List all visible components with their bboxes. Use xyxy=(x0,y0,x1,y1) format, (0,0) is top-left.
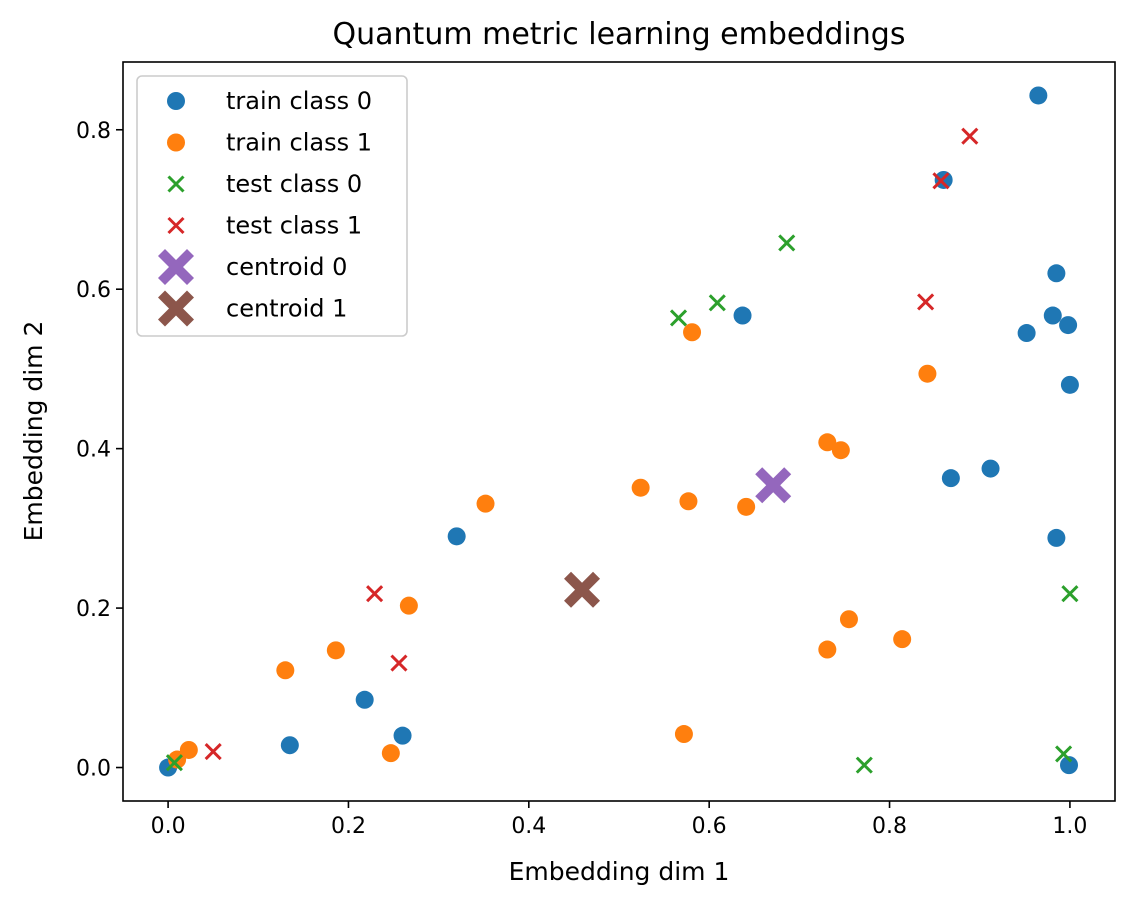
data-point xyxy=(1060,756,1079,775)
plot-frame xyxy=(122,61,1116,802)
axis-ticks: 0.0 0.2 0.4 0.6 0.8 1.0 0.0 0.2 0.4 0.6 0.8 xyxy=(76,119,1087,839)
legend: train class 0 train class 1 test class 0 te… xyxy=(136,75,408,337)
data-point xyxy=(366,585,384,603)
y-tick-label: 0.8 xyxy=(76,119,111,144)
data-point xyxy=(961,127,979,145)
data-point xyxy=(1043,306,1062,325)
data-point xyxy=(179,740,198,759)
data-point xyxy=(918,364,937,383)
y-tick-label: 0.2 xyxy=(76,597,111,622)
legend-marker xyxy=(167,133,185,152)
data-point xyxy=(917,293,935,311)
data-point xyxy=(932,172,950,190)
data-point xyxy=(831,441,850,460)
legend-label: test class 0 xyxy=(226,170,362,198)
data-point xyxy=(1061,585,1079,603)
legend-label: centroid 1 xyxy=(226,295,347,323)
data-point xyxy=(280,736,299,755)
legend-label: centroid 0 xyxy=(226,253,347,281)
data-point xyxy=(393,726,412,745)
data-point xyxy=(476,494,495,513)
data-point xyxy=(755,467,792,504)
data-point xyxy=(683,323,702,342)
data-point xyxy=(1029,86,1048,105)
data-point xyxy=(941,469,960,488)
legend-label: train class 1 xyxy=(226,129,372,157)
y-tick-label: 0.6 xyxy=(76,278,111,303)
data-point xyxy=(981,459,1000,478)
data-point xyxy=(818,640,837,659)
data-point xyxy=(326,641,345,660)
data-point xyxy=(204,743,222,761)
data-point xyxy=(276,661,295,680)
data-point xyxy=(1059,316,1078,335)
y-tick-label: 0.0 xyxy=(76,757,111,782)
data-points xyxy=(159,86,1079,777)
legend-marker xyxy=(158,249,194,285)
data-point xyxy=(399,596,418,615)
x-tick-label: 1.0 xyxy=(1052,814,1087,839)
legend-label: test class 1 xyxy=(226,212,362,240)
x-tick-label: 0.0 xyxy=(151,814,186,839)
data-point xyxy=(1055,745,1073,763)
data-point xyxy=(355,690,374,709)
data-point xyxy=(733,306,752,325)
data-point xyxy=(669,309,688,327)
data-point xyxy=(818,433,837,452)
data-point xyxy=(855,756,873,774)
data-point xyxy=(679,492,698,511)
data-point xyxy=(708,294,726,312)
data-point xyxy=(447,527,466,546)
data-point xyxy=(1017,324,1036,343)
data-point xyxy=(778,234,796,252)
data-point xyxy=(737,497,756,516)
x-tick-label: 0.4 xyxy=(511,814,546,839)
legend-marker xyxy=(167,216,185,235)
y-axis-label: Embedding dim 2 xyxy=(19,321,48,542)
data-point xyxy=(839,610,858,629)
x-axis-label: Embedding dim 1 xyxy=(509,857,730,886)
data-point xyxy=(893,630,912,649)
data-point xyxy=(165,754,183,772)
data-point xyxy=(1047,264,1066,283)
legend-marker xyxy=(158,290,194,327)
data-point xyxy=(564,571,601,608)
data-point xyxy=(390,654,408,672)
data-point xyxy=(381,744,400,763)
legend-marker xyxy=(167,175,185,193)
data-point xyxy=(1060,375,1079,394)
legend-label: train class 0 xyxy=(226,87,372,115)
y-tick-label: 0.4 xyxy=(76,438,111,463)
legend-marker xyxy=(167,92,185,110)
data-point xyxy=(1047,528,1066,547)
legend-frame xyxy=(136,75,408,337)
x-tick-label: 0.2 xyxy=(331,814,366,839)
chart-title: Quantum metric learning embeddings xyxy=(333,17,906,52)
data-point xyxy=(631,478,650,497)
x-tick-label: 0.8 xyxy=(872,814,907,839)
data-point xyxy=(674,725,693,744)
x-tick-label: 0.6 xyxy=(692,814,727,839)
